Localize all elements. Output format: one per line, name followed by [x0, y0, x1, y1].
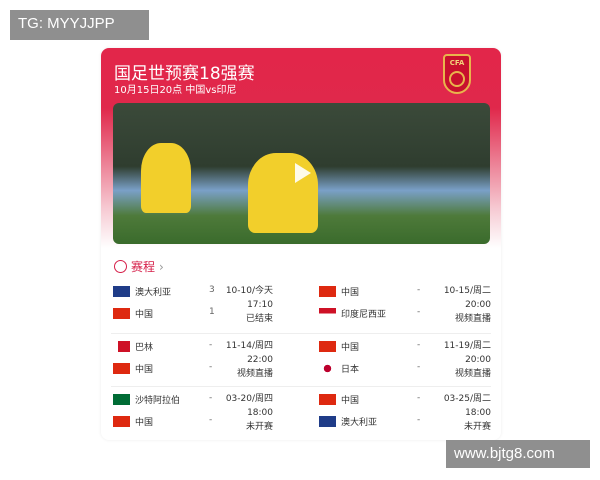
match-item[interactable]: 中国 - 日本 - 11-19/周二 20:00 视频直播 — [319, 340, 491, 388]
team-name: 中国 — [135, 365, 154, 375]
home-team: 澳大利亚 — [113, 285, 171, 298]
card-subtitle: 10月15日20点 中国vs印尼 — [114, 85, 237, 96]
match-time: 10-15/周二 20:00 视频直播 — [444, 284, 491, 326]
flag-icon — [319, 363, 336, 374]
home-score: - — [417, 285, 421, 295]
match-status: 视频直播 — [236, 369, 273, 379]
match-date: 10-15/周二 — [443, 286, 491, 296]
team-name: 沙特阿拉伯 — [135, 396, 181, 406]
home-score: - — [209, 340, 213, 350]
match-time: 11-14/周四 22:00 视频直播 — [226, 339, 273, 381]
match-time: 03-25/周二 18:00 未开赛 — [444, 392, 491, 434]
away-team: 印度尼西亚 — [319, 307, 386, 320]
soccer-ball-icon — [114, 260, 127, 273]
schedule-link[interactable]: 赛程 › — [114, 258, 164, 275]
away-score: - — [209, 415, 213, 425]
home-team: 巴林 — [113, 340, 153, 353]
flag-icon — [113, 286, 130, 297]
video-thumbnail[interactable] — [113, 103, 490, 244]
divider — [111, 386, 491, 387]
chevron-right-icon: › — [159, 259, 164, 274]
away-team: 澳大利亚 — [319, 415, 377, 428]
flag-icon — [319, 341, 336, 352]
divider — [111, 333, 491, 334]
team-name: 中国 — [341, 396, 360, 406]
team-name: 日本 — [341, 365, 360, 375]
team-name: 中国 — [135, 310, 154, 320]
flag-icon — [319, 308, 336, 319]
home-team: 中国 — [319, 340, 359, 353]
flag-icon — [113, 394, 130, 405]
away-team: 日本 — [319, 362, 359, 375]
match-date: 11-19/周二 — [443, 341, 491, 351]
flag-icon — [113, 416, 130, 427]
watermark-top: TG: MYYJJPP — [10, 10, 149, 40]
kickoff-time: 20:00 — [465, 355, 491, 365]
kickoff-time: 18:00 — [465, 408, 491, 418]
match-time: 10-10/今天 17:10 已结束 — [226, 284, 273, 326]
play-icon[interactable] — [295, 163, 311, 183]
kickoff-time: 22:00 — [247, 355, 273, 365]
home-team: 中国 — [319, 285, 359, 298]
home-score: - — [209, 393, 213, 403]
team-name: 中国 — [341, 343, 360, 353]
match-item[interactable]: 中国 - 澳大利亚 - 03-25/周二 18:00 未开赛 — [319, 393, 491, 440]
team-name: 澳大利亚 — [341, 418, 378, 428]
match-item[interactable]: 沙特阿拉伯 - 中国 - 03-20/周四 18:00 未开赛 — [113, 393, 273, 440]
watermark-bottom: www.bjtg8.com — [446, 440, 590, 468]
flag-icon — [113, 363, 130, 374]
flag-icon — [319, 394, 336, 405]
team-name: 巴林 — [135, 343, 154, 353]
flag-icon — [113, 308, 130, 319]
home-team: 沙特阿拉伯 — [113, 393, 180, 406]
match-item[interactable]: 巴林 - 中国 - 11-14/周四 22:00 视频直播 — [113, 340, 273, 388]
match-date: 03-25/周二 — [443, 394, 491, 404]
away-score: - — [417, 415, 421, 425]
away-score: - — [417, 307, 421, 317]
flag-icon — [319, 286, 336, 297]
match-status: 已结束 — [245, 314, 273, 324]
flag-icon — [319, 416, 336, 427]
match-status: 未开赛 — [463, 422, 491, 432]
team-name: 澳大利亚 — [135, 288, 172, 298]
match-time: 03-20/周四 18:00 未开赛 — [226, 392, 273, 434]
away-score: 1 — [209, 307, 215, 317]
match-time: 11-19/周二 20:00 视频直播 — [444, 339, 491, 381]
schedule-label: 赛程 — [131, 260, 156, 274]
match-card: 国足世预赛18强赛 10月15日20点 中国vs印尼 CFA 赛程 › 澳大利亚… — [101, 48, 501, 440]
away-team: 中国 — [113, 307, 153, 320]
kickoff-time: 17:10 — [247, 300, 273, 310]
cfa-logo: CFA — [443, 54, 471, 94]
card-title[interactable]: 国足世预赛18强赛 — [114, 64, 255, 84]
match-item[interactable]: 中国 - 印度尼西亚 - 10-15/周二 20:00 视频直播 — [319, 285, 491, 333]
match-date: 11-14/周四 — [225, 341, 273, 351]
match-date: 10-10/今天 — [225, 286, 273, 296]
home-score: - — [417, 340, 421, 350]
away-team: 中国 — [113, 415, 153, 428]
match-status: 未开赛 — [245, 422, 273, 432]
match-date: 03-20/周四 — [225, 394, 273, 404]
home-score: - — [417, 393, 421, 403]
team-name: 中国 — [341, 288, 360, 298]
kickoff-time: 20:00 — [465, 300, 491, 310]
match-status: 视频直播 — [454, 369, 491, 379]
home-team: 中国 — [319, 393, 359, 406]
match-status: 视频直播 — [454, 314, 491, 324]
team-name: 印度尼西亚 — [341, 310, 387, 320]
away-score: - — [209, 362, 213, 372]
home-score: 3 — [209, 285, 215, 295]
team-name: 中国 — [135, 418, 154, 428]
match-item[interactable]: 澳大利亚 3 中国 1 10-10/今天 17:10 已结束 — [113, 285, 273, 333]
away-score: - — [417, 362, 421, 372]
flag-icon — [113, 341, 130, 352]
kickoff-time: 18:00 — [247, 408, 273, 418]
away-team: 中国 — [113, 362, 153, 375]
